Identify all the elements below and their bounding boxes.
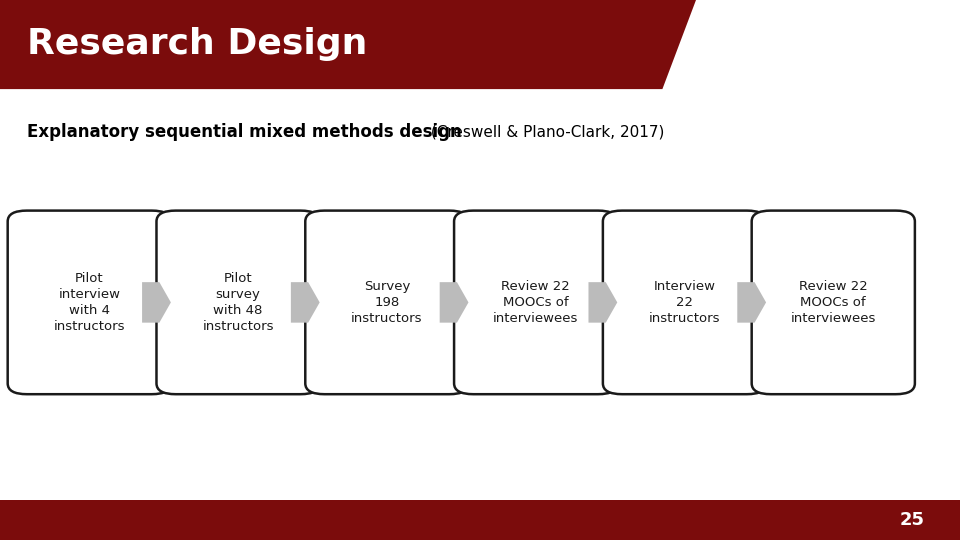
FancyBboxPatch shape: [156, 211, 320, 394]
Text: Research Design: Research Design: [27, 28, 368, 61]
Polygon shape: [440, 282, 468, 322]
Polygon shape: [291, 282, 320, 322]
FancyBboxPatch shape: [454, 211, 617, 394]
Text: Review 22
MOOCs of
interviewees: Review 22 MOOCs of interviewees: [791, 280, 876, 325]
Text: (Creswell & Plano-Clark, 2017): (Creswell & Plano-Clark, 2017): [426, 125, 664, 140]
Text: Pilot
survey
with 48
instructors: Pilot survey with 48 instructors: [203, 272, 274, 333]
Polygon shape: [142, 282, 171, 322]
Text: Explanatory sequential mixed methods design: Explanatory sequential mixed methods des…: [27, 123, 462, 141]
Polygon shape: [737, 282, 766, 322]
FancyBboxPatch shape: [752, 211, 915, 394]
FancyBboxPatch shape: [603, 211, 766, 394]
Polygon shape: [0, 0, 696, 89]
Polygon shape: [588, 282, 617, 322]
Text: 25: 25: [900, 511, 924, 529]
Text: Interview
22
instructors: Interview 22 instructors: [649, 280, 720, 325]
Text: Survey
198
instructors: Survey 198 instructors: [351, 280, 422, 325]
FancyBboxPatch shape: [8, 211, 171, 394]
Polygon shape: [0, 500, 960, 540]
FancyBboxPatch shape: [305, 211, 468, 394]
Text: Pilot
interview
with 4
instructors: Pilot interview with 4 instructors: [54, 272, 125, 333]
Text: Review 22
MOOCs of
interviewees: Review 22 MOOCs of interviewees: [493, 280, 578, 325]
